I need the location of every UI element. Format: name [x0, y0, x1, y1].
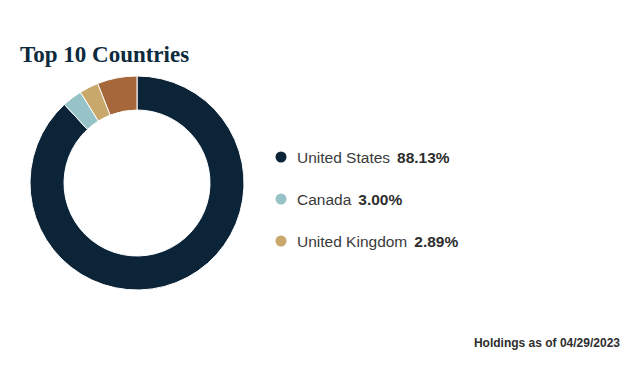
- legend-swatch: [276, 236, 287, 247]
- annotation: Holdings as of 04/29/2023: [474, 336, 620, 350]
- chart: Top 10 Countries United States 88.13% Canad…: [0, 0, 640, 380]
- legend-value: 2.89%: [414, 233, 458, 250]
- slices: [30, 76, 244, 290]
- title: Top 10 Countries: [20, 42, 189, 67]
- legend: United States 88.13% Canada 3.00% United Kin…: [276, 149, 459, 250]
- slice: [30, 76, 244, 290]
- legend-label: Canada: [297, 191, 352, 208]
- chart-container: Top 10 Countries United States 88.13% Canad…: [0, 0, 640, 380]
- slice: [98, 76, 137, 115]
- legend-value: 3.00%: [358, 191, 402, 208]
- legend-label: United States: [297, 149, 390, 166]
- legend-label: United Kingdom: [297, 233, 407, 250]
- legend-value: 88.13%: [397, 149, 450, 166]
- legend-swatch: [276, 152, 287, 163]
- legend-swatch: [276, 194, 287, 205]
